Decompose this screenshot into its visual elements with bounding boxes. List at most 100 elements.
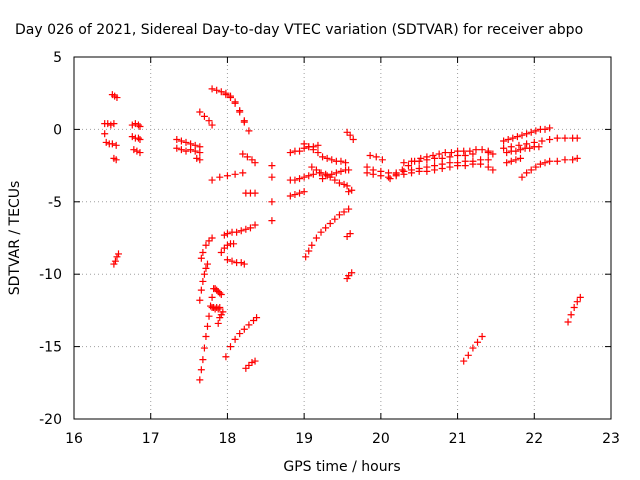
data-point	[337, 157, 345, 165]
series-arc-15	[222, 89, 253, 135]
data-point	[136, 123, 144, 131]
data-point	[217, 248, 225, 256]
data-point	[526, 144, 534, 152]
data-point	[200, 112, 208, 120]
data-point	[134, 121, 142, 129]
x-tick-label: 21	[449, 431, 467, 447]
data-point	[240, 325, 248, 333]
series-arc-54	[500, 134, 581, 152]
data-point	[518, 131, 526, 139]
x-tick-label: 16	[65, 431, 83, 447]
data-point	[305, 247, 313, 255]
series-arc-28	[222, 314, 261, 361]
data-point	[101, 130, 109, 138]
y-tick-label: -5	[48, 195, 62, 211]
data-point	[435, 150, 443, 158]
data-point	[196, 149, 204, 157]
series-arc-03	[102, 138, 120, 149]
data-point	[345, 188, 353, 196]
data-point	[173, 136, 181, 144]
data-point	[446, 163, 454, 171]
data-point	[569, 156, 577, 164]
series-arc-55	[503, 143, 543, 157]
data-point	[363, 169, 371, 177]
series-arc-52	[460, 332, 486, 365]
data-point	[205, 312, 213, 320]
data-point	[207, 302, 215, 310]
data-point	[245, 127, 253, 135]
data-point	[489, 166, 497, 174]
series-arc-31	[268, 173, 276, 181]
data-point	[214, 319, 222, 327]
data-point	[239, 150, 247, 158]
data-point	[340, 208, 348, 216]
data-point	[541, 159, 549, 167]
data-point	[431, 154, 439, 162]
series-arc-33	[268, 217, 276, 225]
data-point	[345, 205, 353, 213]
data-point	[200, 344, 208, 352]
data-point	[484, 149, 492, 157]
data-point	[335, 179, 343, 187]
data-point	[423, 156, 431, 164]
data-point	[500, 137, 508, 145]
data-point	[312, 166, 320, 174]
data-point	[335, 211, 343, 219]
y-tick-label: 0	[53, 122, 62, 138]
series-arc-04	[108, 91, 121, 102]
data-point	[532, 163, 540, 171]
data-point	[553, 134, 561, 142]
data-point	[196, 156, 204, 164]
data-point	[197, 254, 205, 262]
data-point	[111, 257, 119, 265]
series-arc-49	[400, 150, 477, 167]
data-point	[200, 270, 208, 278]
data-point	[573, 154, 581, 162]
data-point	[328, 170, 336, 178]
data-point	[378, 156, 386, 164]
data-point	[291, 176, 299, 184]
data-point	[567, 311, 575, 319]
series-arc-06	[110, 250, 122, 268]
data-point	[345, 166, 353, 174]
data-point	[216, 304, 224, 312]
data-point	[197, 366, 205, 374]
data-point	[246, 224, 254, 232]
series-arc-05	[110, 154, 120, 164]
data-point	[478, 146, 486, 154]
data-point	[300, 140, 308, 148]
x-tick-label: 20	[372, 431, 390, 447]
data-point	[527, 166, 535, 174]
data-point	[447, 149, 455, 157]
data-point	[222, 353, 230, 361]
data-point	[308, 163, 316, 171]
data-point	[323, 154, 331, 162]
data-point	[223, 241, 231, 249]
data-point	[305, 143, 313, 151]
series-arc-36	[286, 188, 308, 200]
data-point	[343, 182, 351, 190]
data-point	[408, 157, 416, 165]
data-point	[546, 136, 554, 144]
data-point	[231, 170, 239, 178]
data-point	[372, 153, 380, 161]
data-point	[182, 138, 190, 146]
data-point	[573, 298, 581, 306]
data-point	[400, 159, 408, 167]
data-point	[196, 108, 204, 116]
data-point	[214, 305, 222, 313]
data-point	[217, 88, 225, 96]
data-point	[231, 98, 239, 106]
chart-title: Day 026 of 2021, Sidereal Day-to-day VTE…	[15, 22, 583, 38]
data-point	[208, 176, 216, 184]
data-point	[130, 146, 138, 154]
data-point	[536, 160, 544, 168]
data-point	[203, 322, 211, 330]
data-point	[296, 175, 304, 183]
data-point	[199, 277, 207, 285]
data-point	[226, 343, 234, 351]
data-point	[208, 121, 216, 129]
series-arc-25	[217, 240, 238, 256]
data-point	[564, 318, 572, 326]
